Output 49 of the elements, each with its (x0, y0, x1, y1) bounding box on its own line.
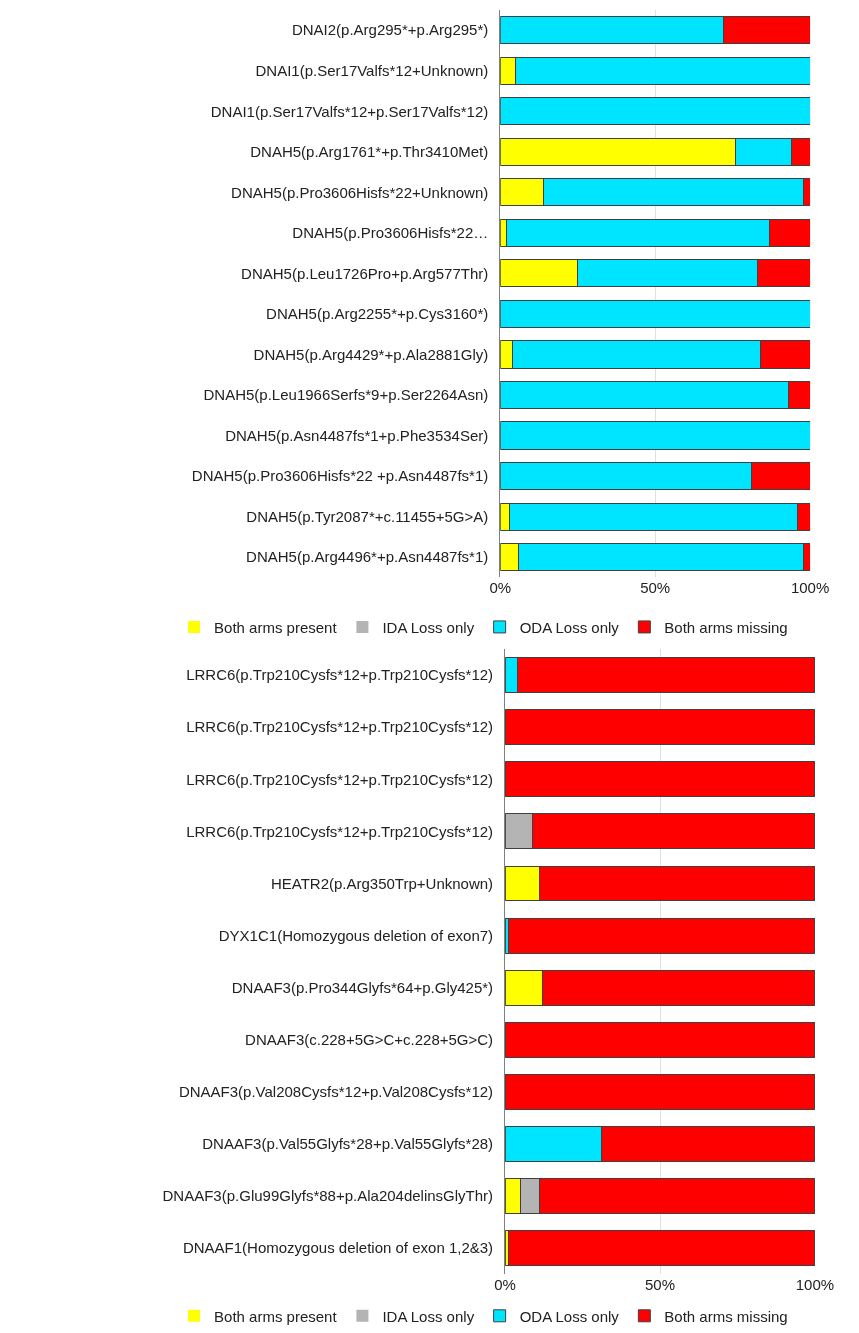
legend-label: ODA Loss only (519, 1307, 620, 1325)
x-tick-label: 50% (640, 579, 671, 597)
legend-label: Both arms missing (664, 1307, 788, 1325)
y-tick-label: DNAH5(p.Leu1726Pro+p.Arg577Thr) (241, 264, 489, 282)
y-tick-label: DNAI1(p.Ser17Valfs*12+p.Ser17Valfs*12) (210, 102, 489, 120)
y-tick-label: LRRC6(p.Trp210Cysfs*12+p.Trp210Cysfs*12) (186, 822, 494, 840)
x-tick-label: 50% (644, 1276, 676, 1294)
x-tick-label: 100% (790, 579, 830, 597)
y-tick-label: DNAAF3(p.Glu99Glyfs*88+p.Ala204delinsGlyThr) (162, 1187, 494, 1205)
y-tick-label: DNAAF3(p.Pro344Glyfs*64+p.Gly425*) (231, 978, 494, 996)
y-tick-label: DNAH5(p.Arg2255*+p.Cys3160*) (266, 305, 489, 323)
y-tick-label: DNAH5(p.Pro3606Hisfs*22+Unknown) (231, 183, 489, 201)
y-tick-label: DNAH5(p.Tyr2087*+c.11455+5G>A) (246, 507, 489, 525)
y-tick-label: DNAH5(p.Asn4487fs*1+p.Phe3534Ser) (225, 426, 489, 444)
bar (507, 917, 815, 954)
y-tick-label: LRRC6(p.Trp210Cysfs*12+p.Trp210Cysfs*12) (186, 666, 494, 684)
legend-label: Both arms present (214, 1307, 338, 1325)
y-tick-label: DYX1C1(Homozygous deletion of exon7) (218, 926, 494, 944)
x-tick-label: 0% (494, 1276, 516, 1294)
y-tick-label: DNAAF3(p.Val55Glyfs*28+p.Val55Glyfs*28) (202, 1135, 494, 1153)
legend-label: ODA Loss only (519, 618, 620, 636)
y-tick-label: DNAH5(p.Pro3606Hisfs*22 +p.Asn4487fs*1) (191, 467, 489, 485)
bar (505, 1073, 815, 1110)
y-tick-label: DNAH5(p.Arg1761*+p.Thr3410Met) (250, 143, 489, 161)
legend-label: Both arms missing (664, 618, 788, 636)
legend-label: IDA Loss only (382, 618, 475, 636)
x-tick-label: 0% (489, 579, 512, 597)
legend-label: Both arms present (214, 618, 338, 636)
y-tick-label: DNAAF3(c.228+5G>C+c.228+5G>C) (245, 1031, 494, 1049)
legend-label: IDA Loss only (382, 1307, 475, 1325)
y-tick-label: DNAAF1(Homozygous deletion of exon 1,2&3) (182, 1239, 494, 1257)
y-tick-label: LRRC6(p.Trp210Cysfs*12+p.Trp210Cysfs*12) (186, 718, 494, 736)
y-tick-label: DNAH5(p.Arg4496*+p.Asn4487fs*1) (246, 548, 489, 566)
bar (505, 1021, 815, 1058)
bar (505, 761, 815, 798)
bar (500, 299, 811, 329)
y-tick-label: DNAI2(p.Arg295*+p.Arg295*) (291, 21, 489, 39)
bar (500, 421, 811, 450)
bar (505, 709, 815, 746)
bar (500, 97, 811, 126)
y-tick-label: DNAAF3(p.Val208Cysfs*12+p.Val208Cysfs*12) (178, 1083, 494, 1101)
y-tick-label: DNAI1(p.Ser17Valfs*12+Unknown) (255, 62, 489, 79)
bar (507, 1230, 815, 1267)
y-tick-label: DNAH5(p.Leu1966Serfs*9+p.Ser2264Asn) (203, 386, 489, 404)
y-tick-label: DNAH5(p.Pro3606Hisfs*22… (292, 224, 489, 242)
y-tick-label: HEATR2(p.Arg350Trp+Unknown) (270, 874, 494, 892)
x-tick-label: 100% (795, 1276, 835, 1294)
y-tick-label: LRRC6(p.Trp210Cysfs*12+p.Trp210Cysfs*12) (186, 770, 494, 788)
y-tick-label: DNAH5(p.Arg4429*+p.Ala2881Gly) (253, 345, 489, 363)
